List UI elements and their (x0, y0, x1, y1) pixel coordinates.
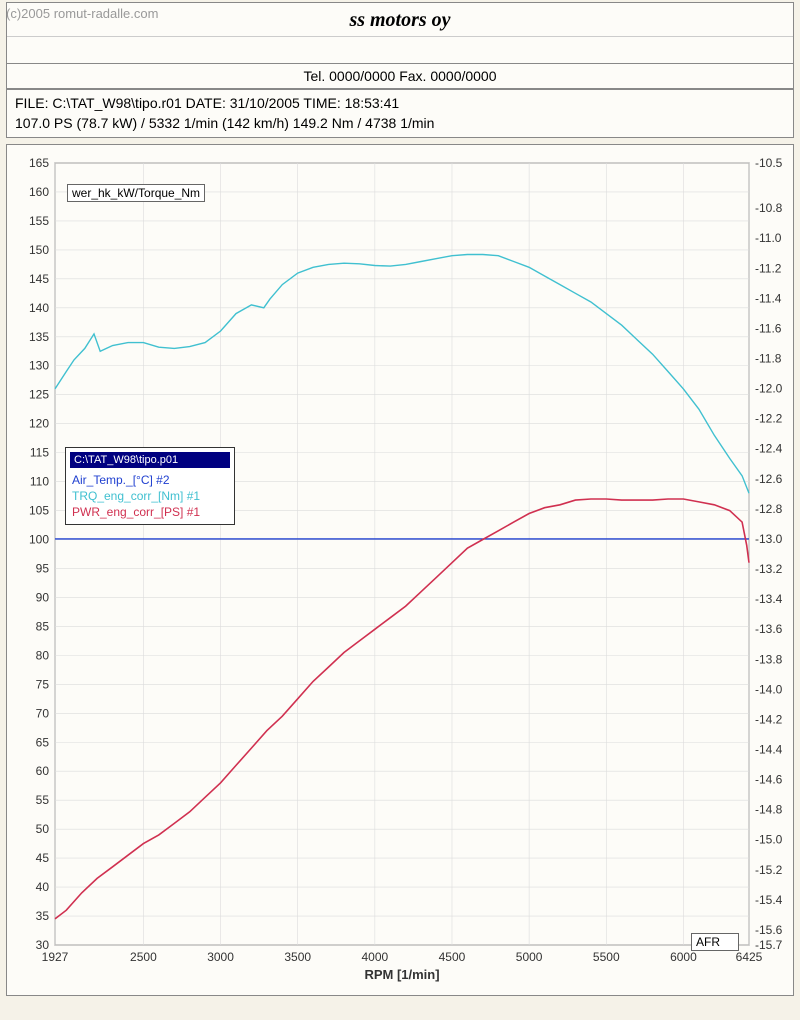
svg-text:155: 155 (29, 214, 49, 228)
svg-text:RPM [1/min]: RPM [1/min] (364, 967, 439, 982)
svg-text:-12.8: -12.8 (755, 502, 783, 516)
svg-text:-15.6: -15.6 (755, 923, 783, 937)
svg-text:-11.4: -11.4 (755, 292, 782, 306)
svg-text:6425: 6425 (736, 950, 763, 964)
svg-text:-10.8: -10.8 (755, 201, 783, 215)
svg-text:115: 115 (30, 446, 49, 460)
svg-text:140: 140 (29, 301, 49, 315)
svg-text:-14.8: -14.8 (755, 803, 783, 817)
svg-text:-11.2: -11.2 (755, 261, 782, 275)
svg-text:160: 160 (29, 185, 49, 199)
svg-text:90: 90 (36, 591, 50, 605)
svg-text:3500: 3500 (284, 950, 311, 964)
file-info-line1: FILE: C:\TAT_W98\tipo.r01 DATE: 31/10/20… (15, 94, 785, 114)
svg-text:-15.0: -15.0 (755, 833, 783, 847)
chart-legend: C:\TAT_W98\tipo.p01 Air_Temp._[°C] #2TRQ… (65, 447, 235, 525)
svg-text:95: 95 (36, 562, 50, 576)
svg-text:-13.6: -13.6 (755, 622, 783, 636)
svg-text:-13.2: -13.2 (755, 562, 783, 576)
svg-text:-11.0: -11.0 (755, 231, 782, 245)
svg-text:45: 45 (36, 851, 50, 865)
legend-item: PWR_eng_corr_[PS] #1 (70, 504, 230, 520)
svg-text:165: 165 (29, 156, 49, 170)
svg-text:50: 50 (36, 822, 50, 836)
svg-text:4500: 4500 (439, 950, 466, 964)
legend-item: TRQ_eng_corr_[Nm] #1 (70, 488, 230, 504)
svg-text:60: 60 (36, 764, 50, 778)
svg-text:-14.2: -14.2 (755, 713, 783, 727)
svg-text:100: 100 (29, 533, 49, 547)
header-spacer (7, 36, 793, 63)
svg-text:-13.4: -13.4 (755, 592, 783, 606)
svg-text:3000: 3000 (207, 950, 234, 964)
svg-text:35: 35 (36, 909, 50, 923)
svg-text:85: 85 (36, 620, 50, 634)
svg-text:145: 145 (29, 272, 49, 286)
left-axis-label: wer_hk_kW/Torque_Nm (67, 184, 205, 202)
svg-text:-15.2: -15.2 (755, 863, 783, 877)
chart-canvas: 3035404550556065707580859095100105110115… (7, 145, 793, 995)
svg-text:-12.0: -12.0 (755, 382, 783, 396)
svg-text:-14.0: -14.0 (755, 683, 783, 697)
svg-text:135: 135 (29, 330, 49, 344)
svg-text:-12.4: -12.4 (755, 442, 783, 456)
legend-title: C:\TAT_W98\tipo.p01 (70, 452, 230, 468)
svg-text:-14.4: -14.4 (755, 743, 783, 757)
svg-text:75: 75 (36, 678, 50, 692)
contact-info: Tel. 0000/0000 Fax. 0000/0000 (7, 63, 793, 88)
svg-text:-12.6: -12.6 (755, 472, 783, 486)
svg-text:-11.8: -11.8 (755, 352, 782, 366)
svg-text:120: 120 (29, 417, 49, 431)
svg-text:40: 40 (36, 880, 50, 894)
svg-text:110: 110 (30, 475, 49, 489)
svg-text:5500: 5500 (593, 950, 620, 964)
file-info-line2: 107.0 PS (78.7 kW) / 5332 1/min (142 km/… (15, 114, 785, 134)
dyno-chart: 3035404550556065707580859095100105110115… (6, 144, 794, 996)
svg-text:5000: 5000 (516, 950, 543, 964)
svg-text:-15.4: -15.4 (755, 893, 783, 907)
svg-text:105: 105 (29, 504, 49, 518)
svg-text:-10.5: -10.5 (755, 156, 783, 170)
svg-text:2500: 2500 (130, 950, 157, 964)
svg-text:70: 70 (36, 706, 50, 720)
svg-text:125: 125 (29, 388, 49, 402)
svg-text:65: 65 (36, 735, 50, 749)
svg-text:-13.0: -13.0 (755, 532, 783, 546)
watermark-text: (c)2005 romut-radalle.com (6, 6, 158, 21)
svg-text:55: 55 (36, 793, 50, 807)
right-axis-label: AFR (691, 933, 739, 951)
svg-text:-14.6: -14.6 (755, 773, 783, 787)
svg-text:-13.8: -13.8 (755, 652, 783, 666)
svg-text:6000: 6000 (670, 950, 697, 964)
svg-text:150: 150 (29, 243, 49, 257)
svg-text:1927: 1927 (42, 950, 69, 964)
legend-item: Air_Temp._[°C] #2 (70, 472, 230, 488)
svg-text:130: 130 (29, 359, 49, 373)
svg-text:-12.2: -12.2 (755, 412, 783, 426)
svg-text:80: 80 (36, 649, 50, 663)
svg-text:-11.6: -11.6 (755, 322, 782, 336)
file-info-panel: FILE: C:\TAT_W98\tipo.r01 DATE: 31/10/20… (6, 89, 794, 138)
svg-text:4000: 4000 (361, 950, 388, 964)
